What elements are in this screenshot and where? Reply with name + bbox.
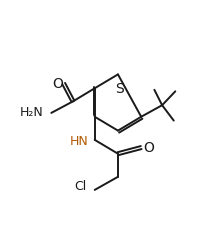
Text: HN: HN [70, 135, 88, 148]
Text: S: S [115, 82, 124, 96]
Text: O: O [52, 77, 63, 91]
Text: Cl: Cl [75, 180, 87, 193]
Text: H₂N: H₂N [20, 106, 43, 119]
Text: O: O [144, 141, 154, 155]
